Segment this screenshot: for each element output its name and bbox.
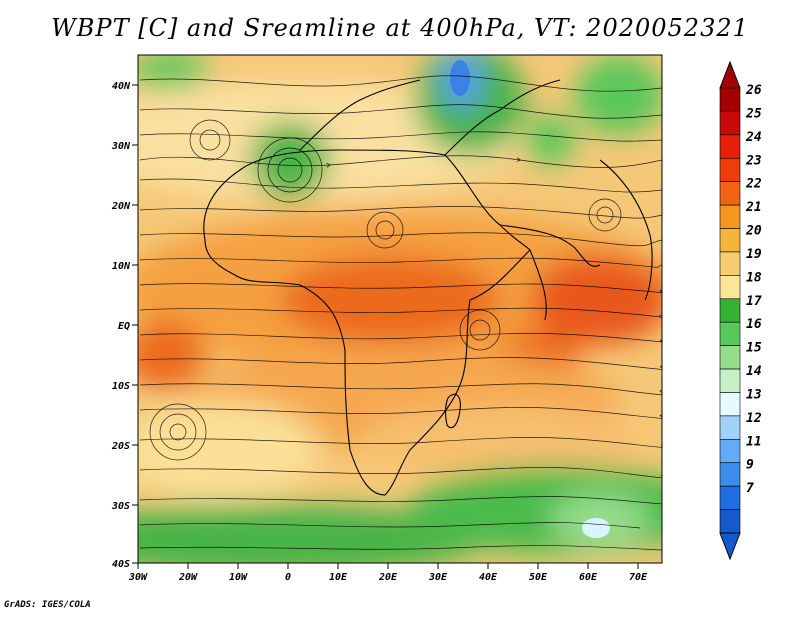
colorbar-label: 14 (746, 364, 762, 379)
field-red-west (138, 320, 205, 390)
colorbar-swatch (719, 415, 741, 440)
streamlines (139, 75, 662, 551)
colorbar-label: 15 (746, 341, 762, 356)
y-tick-label: 20N (111, 201, 131, 212)
y-tick-label: 10N (112, 261, 131, 272)
x-tick-label: 60E (579, 572, 598, 583)
colorbar-label: 18 (746, 270, 762, 285)
field-pale-se (360, 405, 640, 475)
coastlines (203, 79, 653, 496)
plot-frame (137, 54, 663, 564)
x-tick-label: 20E (378, 572, 398, 583)
colorbar-swatch (719, 111, 741, 136)
colorbar: 26 25 24 23 22 21 20 19 18 17 16 15 14 13 12 11 9 7 (719, 60, 762, 561)
map-title: WBPT [C] and Sreamline at 400hPa, VT: 20… (51, 14, 749, 42)
colorbar-swatch (719, 345, 741, 370)
colorbar-swatch (719, 485, 741, 510)
colorbar-label: 20 (745, 224, 762, 239)
x-tick-label: 10W (229, 572, 248, 583)
colorbar-label: 12 (746, 411, 762, 426)
colorbar-swatch (719, 439, 741, 464)
colorbar-swatch (719, 321, 741, 346)
y-tick-label: 30N (111, 141, 131, 152)
colorbar-swatch (719, 368, 741, 393)
colorbar-label: 25 (745, 106, 762, 121)
y-tick-label: 20S (111, 441, 130, 452)
x-tick-label: 40E (479, 572, 498, 583)
colorbar-swatch (719, 251, 741, 276)
colorbar-label: 21 (745, 200, 762, 215)
colorbar-label: 26 (745, 83, 762, 98)
y-tick-label: EQ (118, 321, 130, 332)
colorbar-label: 11 (746, 434, 762, 449)
colorbar-swatch (719, 509, 741, 534)
colorbar-label: 22 (745, 177, 762, 192)
x-tick-labels: 30W 20W 10W 0 10E 20E 30E 40E 50E 60E 70… (128, 572, 648, 583)
colorbar-swatch (719, 134, 741, 159)
field-green-east (525, 115, 575, 165)
colorbar-top-triangle (719, 60, 741, 89)
colorbar-swatch (719, 87, 741, 112)
x-tick-label: 30E (428, 572, 448, 583)
x-tick-label: 0 (285, 572, 291, 583)
field-blue-core (450, 60, 470, 96)
colorbar-label: 13 (746, 387, 762, 402)
y-tick-labels: 40N 30N 20N 10N EQ 10S 20S 30S 40S (111, 81, 131, 570)
colorbar-swatch (719, 275, 741, 300)
colorbar-swatch (719, 157, 741, 182)
colorbar-swatch (719, 462, 741, 487)
field-red-east (530, 255, 662, 345)
colorbar-label: 16 (746, 317, 762, 332)
field-red-central (280, 255, 500, 345)
x-ticks (137, 563, 639, 569)
field-pale-south (138, 400, 320, 500)
x-tick-label: 20W (178, 572, 198, 583)
colorbar-bottom-triangle (719, 532, 741, 561)
field-green-sw (138, 505, 490, 563)
y-tick-label: 40N (112, 81, 131, 92)
colorbar-label: 17 (746, 294, 762, 309)
field-cyan-core (582, 518, 610, 538)
colorbar-swatch (719, 298, 741, 323)
colorbar-swatch (719, 392, 741, 417)
field-green-fareast (575, 55, 662, 135)
field-green-cyclone (250, 122, 330, 198)
y-tick-label: 30S (111, 501, 130, 512)
x-tick-label: 50E (529, 572, 548, 583)
wbpt-field (138, 55, 662, 563)
colorbar-label: 9 (746, 458, 754, 473)
x-tick-label: 10E (329, 572, 348, 583)
colorbar-label: 24 (745, 130, 762, 145)
colorbar-label: 19 (746, 247, 762, 262)
colorbar-swatch (719, 228, 741, 253)
colorbar-label: 23 (745, 153, 762, 168)
colorbar-swatch (719, 181, 741, 206)
field-green-nw (138, 55, 210, 88)
colorbar-swatch (719, 204, 741, 229)
colorbar-label: 7 (746, 481, 754, 496)
x-tick-label: 70E (629, 572, 648, 583)
y-tick-label: 10S (112, 381, 130, 392)
y-ticks (132, 84, 138, 564)
credit-label: GrADS: IGES/COLA (4, 600, 91, 610)
y-tick-label: 40S (112, 559, 130, 570)
x-tick-label: 30W (128, 572, 148, 583)
